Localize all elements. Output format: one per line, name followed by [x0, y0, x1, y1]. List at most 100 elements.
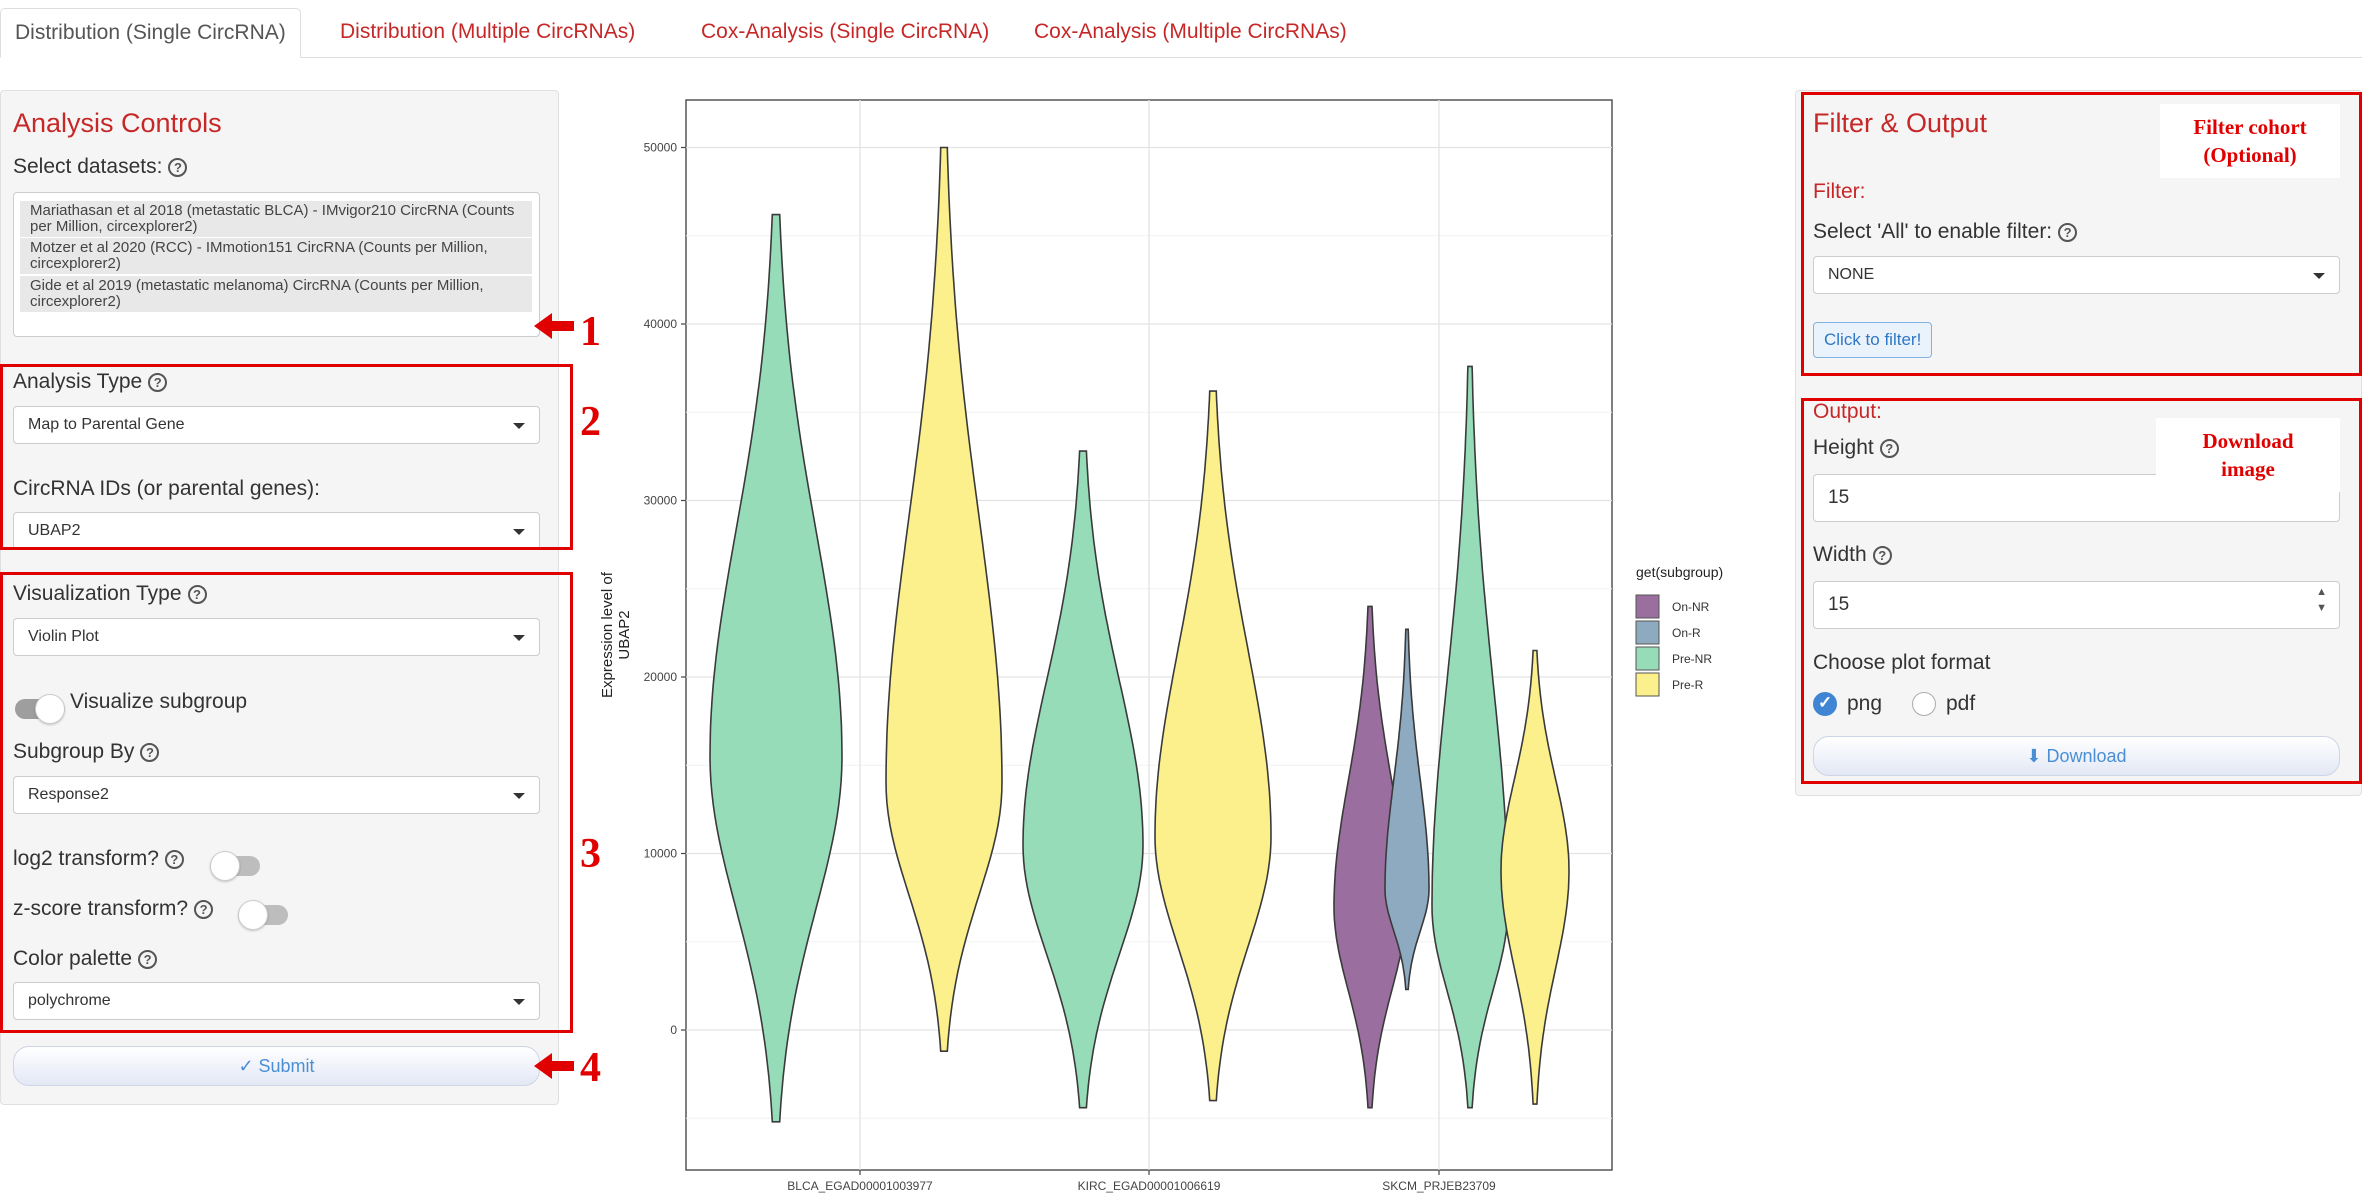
annotation-arrow-4: [534, 1053, 574, 1079]
y-axis-title: Expression level ofUBAP2: [599, 571, 633, 698]
subgroup-by-select[interactable]: Response2: [13, 776, 540, 814]
x-tick-label: KIRC_EGAD00001006619: [1078, 1179, 1221, 1193]
annotation-box-filter: [1801, 92, 2362, 376]
datasets-label-text: Select datasets:: [13, 155, 163, 178]
help-icon[interactable]: ?: [1879, 438, 1899, 458]
tab-cox-single[interactable]: Cox-Analysis (Single CircRNA): [701, 20, 990, 43]
width-value: 15: [1828, 594, 1850, 615]
palette-select[interactable]: polychrome: [13, 982, 540, 1020]
datasets-label: Select datasets: ?: [13, 155, 188, 179]
help-icon[interactable]: ?: [140, 742, 160, 762]
datasets-multiselect[interactable]: Mariathasan et al 2018 (metastatic BLCA)…: [13, 192, 540, 337]
zscore-label-text: z-score transform?: [13, 897, 189, 920]
height-label-text: Height: [1813, 436, 1874, 459]
dataset-chip[interactable]: Motzer et al 2020 (RCC) - IMmotion151 Ci…: [20, 238, 532, 274]
width-label-text: Width: [1813, 543, 1867, 566]
log2-toggle[interactable]: [210, 851, 260, 881]
filter-cohort-note: Filter cohort (Optional): [2160, 104, 2340, 178]
toggle-knob: [35, 694, 65, 724]
annotation-box-3: [0, 572, 573, 1033]
select-all-label: Select 'All' to enable filter: ?: [1813, 220, 2078, 244]
width-label: Width ?: [1813, 543, 1892, 567]
format-option-pdf: pdf: [1946, 692, 1976, 715]
help-icon[interactable]: ?: [1872, 545, 1892, 565]
violin-pre-r: [885, 146, 1003, 1052]
legend-swatch: [1635, 620, 1660, 645]
subgroup-by-label-text: Subgroup By: [13, 740, 135, 763]
circ-ids-label: CircRNA IDs (or parental genes):: [13, 477, 320, 500]
tab-cox-multiple[interactable]: Cox-Analysis (Multiple CircRNAs): [1034, 20, 1347, 43]
stepper-icon[interactable]: ▲ ▼: [2316, 586, 2327, 614]
violin-pre-r: [1154, 390, 1272, 1102]
analysis-type-select[interactable]: Map to Parental Gene: [13, 406, 540, 444]
annotation-number-4: 4: [580, 1045, 601, 1091]
annotation-number-2: 2: [580, 399, 601, 445]
filter-select[interactable]: NONE: [1813, 256, 2340, 294]
legend-label: On-NR: [1672, 600, 1710, 614]
circ-ids-select[interactable]: UBAP2: [13, 512, 540, 550]
radio-checked-icon[interactable]: [1813, 692, 1837, 716]
subgroup-by-label: Subgroup By ?: [13, 740, 160, 764]
annotation-box-2: [0, 364, 573, 550]
help-icon[interactable]: ?: [168, 157, 188, 177]
legend-swatch: [1635, 594, 1660, 619]
filter-label: Filter:: [1813, 180, 1866, 203]
toggle-knob: [210, 851, 240, 881]
help-icon[interactable]: ?: [2058, 222, 2078, 242]
annotation-arrow-1: [534, 313, 574, 339]
format-option-png: png: [1847, 692, 1883, 715]
format-radio-png[interactable]: png: [1813, 692, 1882, 716]
select-all-label-text: Select 'All' to enable filter:: [1813, 220, 2053, 243]
x-tick-label: BLCA_EGAD00001003977: [787, 1179, 933, 1193]
palette-label-text: Color palette: [13, 947, 133, 970]
analysis-type-label: Analysis Type ?: [13, 370, 168, 394]
dataset-chip[interactable]: Mariathasan et al 2018 (metastatic BLCA)…: [20, 201, 532, 237]
y-tick-label: 20000: [644, 670, 678, 684]
legend-label: Pre-R: [1672, 678, 1704, 692]
chevron-down-icon: [513, 793, 525, 799]
annotation-number-3: 3: [580, 831, 601, 877]
chevron-down-icon: [513, 999, 525, 1005]
filter-note-line2: (Optional): [2203, 143, 2297, 167]
help-icon[interactable]: ?: [164, 849, 184, 869]
width-input[interactable]: 15 ▲ ▼: [1813, 581, 2340, 629]
zscore-toggle[interactable]: [238, 900, 288, 930]
legend-title: get(subgroup): [1636, 564, 1723, 580]
format-radio-pdf[interactable]: pdf: [1912, 692, 1975, 716]
help-icon[interactable]: ?: [187, 584, 207, 604]
help-icon[interactable]: ?: [148, 372, 168, 392]
submit-button[interactable]: ✓ Submit: [13, 1046, 540, 1086]
download-button[interactable]: ⬇ Download: [1813, 736, 2340, 776]
viz-type-label-text: Visualization Type: [13, 582, 182, 605]
y-tick-label: 50000: [644, 141, 678, 155]
viz-type-select[interactable]: Violin Plot: [13, 618, 540, 656]
dataset-chip[interactable]: Gide et al 2019 (metastatic melanoma) Ci…: [20, 276, 532, 312]
chevron-down-icon: [513, 635, 525, 641]
help-icon[interactable]: ?: [138, 949, 158, 969]
chevron-down-icon: [513, 423, 525, 429]
help-icon[interactable]: ?: [194, 899, 214, 919]
visualize-subgroup-toggle[interactable]: [15, 694, 65, 724]
toggle-knob: [238, 900, 268, 930]
palette-label: Color palette ?: [13, 947, 158, 971]
violin-chart: 0 10000 20000 30000 40000 50000 BLCA_EGAD00001…: [599, 99, 1723, 1193]
viz-type-label: Visualization Type ?: [13, 582, 207, 606]
click-to-filter-button[interactable]: Click to filter!: [1813, 322, 1933, 358]
chevron-down-icon: [513, 529, 525, 535]
radio-icon[interactable]: [1912, 692, 1936, 716]
violin-pre-nr: [709, 213, 843, 1123]
tab-distribution-single[interactable]: Distribution (Single CircRNA): [0, 8, 301, 58]
violin-pre-nr: [1022, 450, 1144, 1109]
tab-bar: Distribution (Single CircRNA) Distributi…: [0, 0, 2362, 58]
analysis-controls-title: Analysis Controls: [13, 108, 222, 138]
filter-output-title: Filter & Output: [1813, 108, 1988, 138]
download-image-note: Download image: [2156, 418, 2340, 492]
download-note-line2: image: [2221, 457, 2275, 481]
chevron-down-icon: [2313, 273, 2325, 279]
zscore-label: z-score transform? ?: [13, 897, 214, 921]
log2-label: log2 transform? ?: [13, 847, 184, 871]
download-note-line1: Download: [2202, 429, 2294, 453]
y-tick-label: 30000: [644, 494, 678, 508]
legend-label: Pre-NR: [1672, 652, 1712, 666]
tab-distribution-multiple[interactable]: Distribution (Multiple CircRNAs): [340, 20, 636, 43]
